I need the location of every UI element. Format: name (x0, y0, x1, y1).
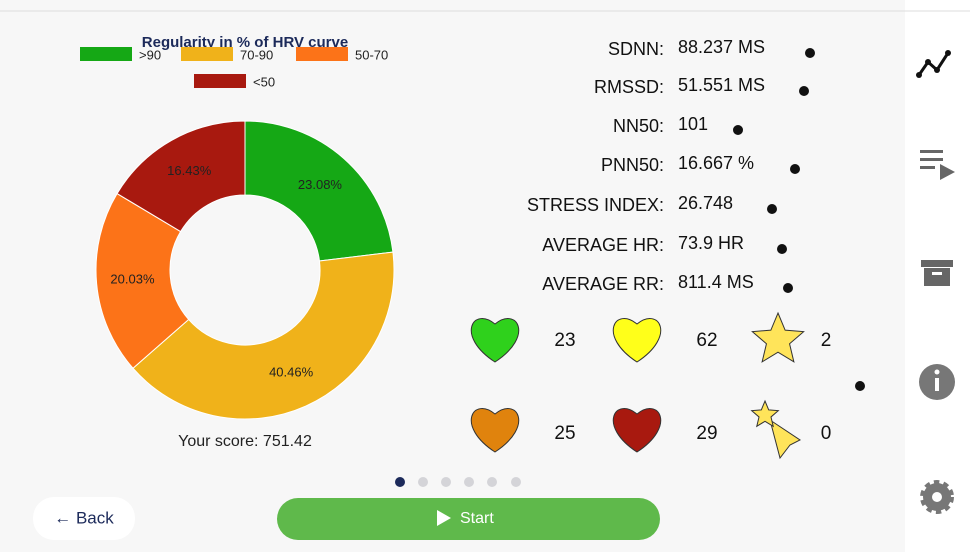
star (751, 311, 805, 363)
info-dot[interactable] (733, 125, 743, 135)
chart-icon[interactable] (917, 52, 950, 76)
count: 2 (821, 330, 832, 351)
info-dot[interactable] (790, 164, 800, 174)
stat-label: PNN50: (601, 155, 664, 175)
playlist-icon[interactable] (920, 150, 955, 180)
stat-label: RMSSD: (594, 77, 664, 97)
back-label: ← Back (54, 508, 114, 527)
settings-icon[interactable] (920, 480, 954, 514)
slice-label: 40.46% (269, 365, 314, 380)
count: 25 (554, 423, 575, 444)
slice-label: 20.03% (110, 272, 155, 287)
info-dot[interactable] (777, 244, 787, 254)
donut-slice (244, 120, 394, 262)
archive-icon[interactable] (921, 260, 953, 286)
score: Your score: 751.42 (178, 433, 312, 450)
legend-label: 70-90 (240, 47, 273, 62)
page-dot[interactable] (418, 477, 428, 487)
info-glyph (935, 378, 939, 391)
page-dot[interactable] (464, 477, 474, 487)
stat-label: NN50: (613, 116, 664, 136)
legend-swatch (181, 47, 233, 61)
count: 29 (696, 423, 717, 444)
stat-value: 16.667 % (678, 153, 754, 173)
legend-swatch (194, 74, 246, 88)
count: 23 (554, 330, 575, 351)
stat-label: AVERAGE HR: (542, 235, 664, 255)
info-glyph (934, 369, 940, 375)
page-dot[interactable] (441, 477, 451, 487)
yellow-heart (612, 318, 662, 363)
info-dot[interactable] (783, 283, 793, 293)
count: 0 (821, 423, 832, 444)
page-dot[interactable] (511, 477, 521, 487)
stat-value: 51.551 MS (678, 75, 765, 95)
shooting-star (750, 399, 780, 428)
stat-label: SDNN: (608, 39, 664, 59)
legend-label: <50 (253, 74, 275, 89)
page-dot[interactable] (487, 477, 497, 487)
back-button[interactable] (33, 497, 135, 540)
slice-label: 23.08% (298, 177, 343, 192)
start-button[interactable] (277, 498, 660, 540)
stat-label: STRESS INDEX: (527, 195, 664, 215)
donut-slice (95, 192, 190, 369)
shooting-star-tail (769, 418, 801, 460)
stat-value: 101 (678, 114, 708, 134)
info-dot[interactable] (855, 381, 865, 391)
slice-label: 16.43% (167, 163, 212, 178)
stat-value: 26.748 (678, 193, 733, 213)
stat-value: 88.237 MS (678, 37, 765, 57)
stat-label: AVERAGE RR: (542, 274, 664, 294)
donut-slice (116, 120, 246, 233)
stat-value: 811.4 MS (678, 272, 754, 292)
stat-value: 73.9 HR (678, 233, 744, 253)
info-dot[interactable] (805, 48, 815, 58)
orange-heart (470, 408, 520, 453)
count: 62 (696, 330, 717, 351)
chart-title: Regularity in % of HRV curve (142, 34, 348, 51)
play-icon (437, 510, 451, 526)
info-dot[interactable] (767, 204, 777, 214)
info-dot[interactable] (799, 86, 809, 96)
legend-label: 50-70 (355, 47, 388, 62)
donut-slice (132, 251, 395, 420)
page-dot-active[interactable] (395, 477, 405, 487)
legend-swatch (80, 47, 132, 61)
green-heart (470, 318, 520, 363)
legend-swatch (296, 47, 348, 61)
red-heart (612, 408, 662, 453)
legend-label: >90 (139, 47, 161, 62)
start-label: Start (460, 510, 494, 527)
